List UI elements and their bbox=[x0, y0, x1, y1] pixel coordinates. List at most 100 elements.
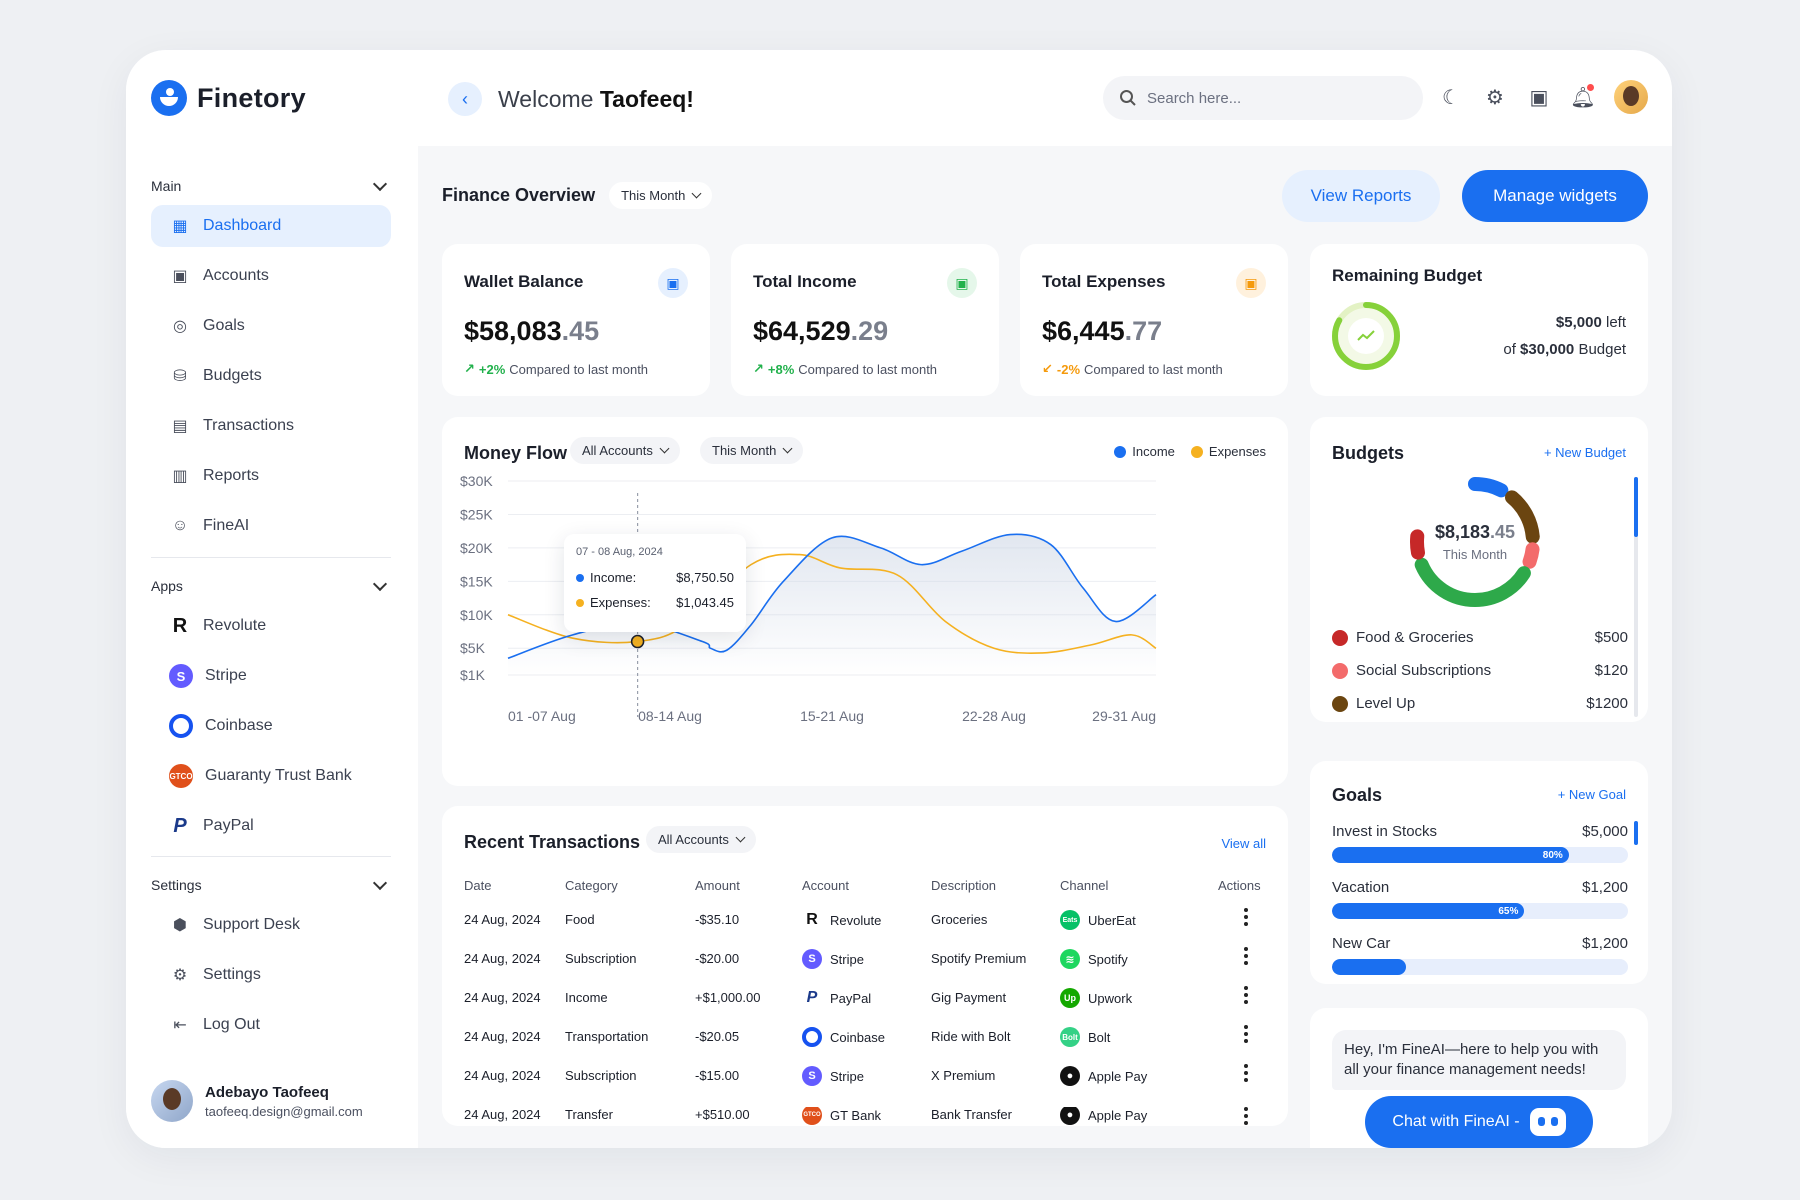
sidebar-item-label: Dashboard bbox=[203, 217, 282, 234]
stat-card-wallet-balance[interactable]: Wallet Balance ▣ $58,083.45 ↗ +2% Compar… bbox=[442, 244, 710, 396]
budget-item[interactable]: Social Subscriptions $120 bbox=[1332, 662, 1628, 679]
paypal-icon: P bbox=[802, 988, 822, 1008]
gear-icon[interactable]: ⚙ bbox=[1486, 86, 1504, 109]
account-filter-select[interactable]: All Accounts bbox=[570, 437, 680, 464]
tx-account-label: Revolute bbox=[830, 912, 882, 928]
tx-channel: ≋ Spotify bbox=[1060, 949, 1128, 969]
budget-total-cents: .45 bbox=[1490, 522, 1516, 542]
scrollbar-thumb[interactable] bbox=[1634, 477, 1638, 537]
chat-with-fineai-button[interactable]: Chat with FineAI - bbox=[1365, 1096, 1593, 1148]
stat-card-total-income[interactable]: Total Income ▣ $64,529.29 ↗ +8% Compared… bbox=[731, 244, 999, 396]
budget-icon: ⛁ bbox=[173, 368, 187, 385]
column-header: Category bbox=[565, 878, 618, 893]
period-select[interactable]: This Month bbox=[609, 182, 713, 209]
sidebar-item-settings[interactable]: ⚙ Settings bbox=[151, 954, 391, 996]
goal-progress-bar bbox=[1332, 959, 1628, 975]
stat-cents: .45 bbox=[561, 316, 600, 346]
sidebar-item-coinbase[interactable]: Coinbase bbox=[151, 705, 391, 747]
expenses-marker bbox=[630, 634, 645, 649]
transactions-account-select[interactable]: All Accounts bbox=[646, 826, 756, 853]
manage-widgets-button[interactable]: Manage widgets bbox=[1462, 170, 1648, 222]
table-row[interactable]: 24 Aug, 2024 Transfer +$510.00 GTCO GT Ba… bbox=[464, 1107, 1264, 1125]
more-actions-icon[interactable] bbox=[1244, 1025, 1248, 1043]
goal-icon: ◎ bbox=[173, 318, 187, 335]
sidebar-item-paypal[interactable]: P PayPal bbox=[151, 805, 391, 847]
view-reports-button[interactable]: View Reports bbox=[1282, 170, 1440, 222]
search-input[interactable]: Search here... bbox=[1103, 76, 1423, 120]
chat-button-label: Chat with FineAI - bbox=[1392, 1113, 1520, 1130]
section-apps-toggle[interactable]: Apps bbox=[151, 576, 391, 594]
table-row[interactable]: 24 Aug, 2024 Food -$35.10 R Revolute Groc… bbox=[464, 908, 1264, 936]
bell-icon[interactable]: 🔔︎ bbox=[1570, 84, 1596, 110]
wallet-icon[interactable]: ▣ bbox=[1529, 86, 1549, 109]
stat-card-total-expenses[interactable]: Total Expenses ▣ $6,445.77 ↙ -2% Compare… bbox=[1020, 244, 1288, 396]
more-actions-icon[interactable] bbox=[1244, 947, 1248, 965]
sidebar-item-revolute[interactable]: R Revolute bbox=[151, 605, 391, 647]
legend-expenses[interactable]: Expenses bbox=[1190, 444, 1266, 459]
stat-value: $58,083.45 bbox=[464, 316, 599, 347]
goal-item[interactable]: Vacation $1,200 bbox=[1332, 879, 1628, 896]
money-period-select[interactable]: This Month bbox=[700, 437, 804, 464]
goal-item[interactable]: Invest in Stocks $5,000 bbox=[1332, 823, 1628, 840]
tooltip-expenses-value: $1,043.45 bbox=[676, 595, 734, 610]
profile-email: taofeeq.design@gmail.com bbox=[205, 1103, 363, 1119]
sidebar-item-fineai[interactable]: ☺ FineAI bbox=[151, 505, 391, 547]
sidebar-item-dashboard[interactable]: ▦ Dashboard bbox=[151, 205, 391, 247]
remaining-budget-card[interactable]: Remaining Budget $5,000 left of $30,000 … bbox=[1310, 244, 1648, 396]
section-main-toggle[interactable]: Main bbox=[151, 176, 391, 194]
budget-item-label: Food & Groceries bbox=[1356, 629, 1474, 646]
back-button[interactable]: ‹ bbox=[448, 82, 482, 116]
budgets-title: Budgets bbox=[1332, 443, 1404, 463]
goals-title: Goals bbox=[1332, 785, 1383, 805]
avatar[interactable] bbox=[1614, 80, 1648, 114]
gtbank-icon: GTCO bbox=[802, 1107, 822, 1125]
goal-value: $1,200 bbox=[1582, 935, 1628, 952]
table-row[interactable]: 24 Aug, 2024 Transportation -$20.05 Coin… bbox=[464, 1025, 1264, 1053]
more-actions-icon[interactable] bbox=[1244, 908, 1248, 926]
new-budget-link[interactable]: + New Budget bbox=[1544, 445, 1626, 460]
sidebar-item-goals[interactable]: ◎ Goals bbox=[151, 305, 391, 347]
tx-channel: ● Apple Pay bbox=[1060, 1107, 1147, 1125]
sidebar-item-budgets[interactable]: ⛁ Budgets bbox=[151, 355, 391, 397]
goal-item[interactable]: New Car $1,200 bbox=[1332, 935, 1628, 952]
scrollbar-track[interactable] bbox=[1634, 477, 1638, 717]
legend-dot bbox=[1332, 662, 1348, 679]
section-settings-toggle[interactable]: Settings bbox=[151, 875, 391, 893]
period-select-value: This Month bbox=[621, 188, 686, 203]
table-row[interactable]: 24 Aug, 2024 Income +$1,000.00 P PayPal G… bbox=[464, 986, 1264, 1014]
more-actions-icon[interactable] bbox=[1244, 1107, 1248, 1125]
budget-period: This Month bbox=[1442, 547, 1508, 562]
sidebar-item-support-desk[interactable]: ⬢ Support Desk bbox=[151, 904, 391, 946]
budget-item[interactable]: Level Up $1200 bbox=[1332, 695, 1628, 712]
trend-up-icon: ↗ bbox=[753, 361, 764, 376]
welcome-prefix: Welcome bbox=[498, 86, 594, 112]
view-all-link[interactable]: View all bbox=[1221, 836, 1266, 851]
welcome-user: Taofeeq! bbox=[599, 86, 694, 112]
sidebar-item-stripe[interactable]: S Stripe bbox=[151, 655, 391, 697]
moon-icon[interactable]: ☾ bbox=[1442, 86, 1460, 109]
brand-logo[interactable]: Finetory bbox=[151, 80, 306, 116]
sidebar-item-reports[interactable]: ▥ Reports bbox=[151, 455, 391, 497]
more-actions-icon[interactable] bbox=[1244, 1064, 1248, 1082]
notification-dot bbox=[1587, 84, 1594, 91]
user-profile[interactable]: Adebayo Taofeeq taofeeq.design@gmail.com bbox=[151, 1080, 363, 1122]
table-row[interactable]: 24 Aug, 2024 Subscription -$15.00 S Strip… bbox=[464, 1064, 1264, 1092]
tx-account: Coinbase bbox=[802, 1027, 885, 1047]
stat-change: +2% bbox=[478, 361, 506, 377]
sidebar-item-transactions[interactable]: ▤ Transactions bbox=[151, 405, 391, 447]
sidebar-item-accounts[interactable]: ▣ Accounts bbox=[151, 255, 391, 297]
money-period-value: This Month bbox=[712, 443, 777, 458]
tx-description: Spotify Premium bbox=[931, 951, 1027, 966]
recent-transactions-card: Recent Transactions All Accounts View al… bbox=[442, 806, 1288, 1126]
table-row[interactable]: 24 Aug, 2024 Subscription -$20.00 S Strip… bbox=[464, 947, 1264, 975]
budget-segment bbox=[1410, 477, 1540, 607]
column-header: Account bbox=[802, 878, 849, 893]
budget-item[interactable]: Food & Groceries $500 bbox=[1332, 629, 1628, 646]
scrollbar-thumb[interactable] bbox=[1634, 821, 1638, 845]
legend-income[interactable]: Income bbox=[1114, 444, 1175, 459]
new-goal-link[interactable]: + New Goal bbox=[1558, 787, 1626, 802]
goal-label: Invest in Stocks bbox=[1332, 823, 1438, 840]
sidebar-item-gtbank[interactable]: GTCO Guaranty Trust Bank bbox=[151, 755, 391, 797]
sidebar-item-logout[interactable]: ⇤ Log Out bbox=[151, 1004, 391, 1046]
more-actions-icon[interactable] bbox=[1244, 986, 1248, 1004]
